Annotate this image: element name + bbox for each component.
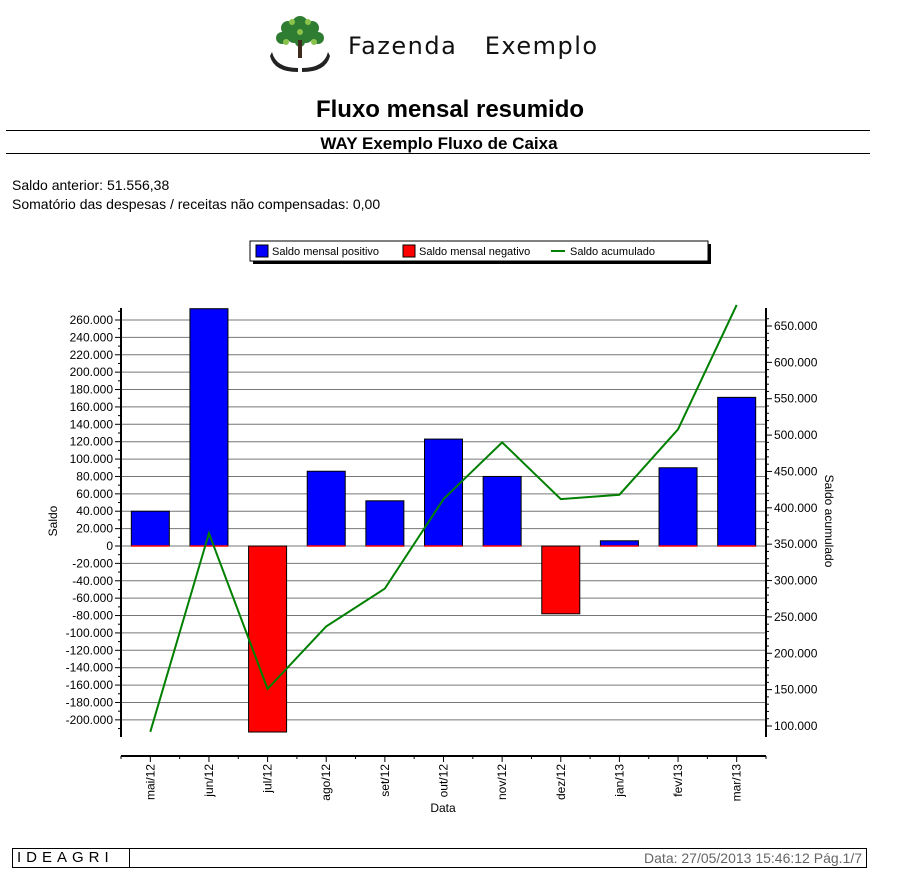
y-tick-label: 20.000: [76, 522, 113, 536]
y-tick-label: 180.000: [70, 383, 114, 397]
x-tick-label: mai/12: [143, 764, 157, 800]
legend-label-negative: Saldo mensal negativo: [419, 246, 530, 258]
brand-name: Fazenda Exemplo: [348, 32, 599, 60]
y-tick-label: 240.000: [70, 330, 114, 344]
bar-positive: [717, 396, 757, 547]
x-tick-label: mar/13: [730, 764, 744, 802]
x-tick-label: jan/13: [612, 764, 626, 798]
title-divider: [6, 130, 870, 131]
y2-tick-label: 150.000: [774, 683, 818, 697]
y2-tick-label: 600.000: [774, 355, 818, 369]
y2-tick-label: 100.000: [774, 719, 818, 733]
x-tick-label: dez/12: [554, 764, 568, 800]
y-tick-label: 160.000: [70, 400, 114, 414]
bar-positive: [658, 467, 698, 547]
previous-balance: Saldo anterior: 51.556,38: [12, 177, 170, 193]
y-tick-label: -20.000: [72, 556, 113, 570]
y-tick-label: 60.000: [76, 487, 113, 501]
footer-date-page: Data: 27/05/2013 15:46:12 Pág.1/7: [644, 850, 862, 866]
bar-negative: [248, 545, 288, 733]
y-tick-label: -80.000: [72, 609, 113, 623]
y-tick-label: 140.000: [70, 417, 114, 431]
y-tick-label: 40.000: [76, 504, 113, 518]
y-tick-label: 100.000: [70, 452, 114, 466]
y-tick-label: -200.000: [66, 713, 114, 727]
legend-box: [249, 240, 709, 262]
y-tick-label: -40.000: [72, 574, 113, 588]
bar-positive: [306, 470, 346, 547]
y2-tick-label: 350.000: [774, 537, 818, 551]
footer-brand: IDEAGRI: [13, 849, 130, 867]
x-tick-label: set/12: [378, 764, 392, 797]
bar-positive: [130, 510, 170, 547]
bar-positive: [482, 475, 522, 547]
bar-negative: [541, 545, 581, 615]
x-tick-label: jun/12: [202, 764, 216, 798]
series-line-saldo-acumulado: [149, 304, 738, 733]
legend-label-positive: Saldo mensal positivo: [272, 246, 379, 258]
tree-hands-logo-icon: [270, 16, 330, 72]
y-tick-label: 200.000: [70, 365, 114, 379]
y2-tick-label: 500.000: [774, 428, 818, 442]
y2-tick-label: 200.000: [774, 646, 818, 660]
y-tick-label: -140.000: [66, 661, 114, 675]
x-tick-label: out/12: [437, 764, 451, 798]
uncompensated-sum: Somatório das despesas / receitas não co…: [12, 196, 381, 212]
y2-axis-title: Saldo acumulado: [822, 475, 836, 568]
bar-positive: [365, 500, 405, 547]
y-tick-label: -100.000: [66, 626, 114, 640]
x-tick-label: jul/12: [261, 764, 275, 794]
y-tick-label: -180.000: [66, 695, 114, 709]
y-tick-label: 220.000: [70, 348, 114, 362]
y-tick-label: 0: [106, 539, 113, 553]
y2-tick-label: 450.000: [774, 464, 818, 478]
legend-swatch-positive: [255, 244, 269, 258]
y2-tick-label: 650.000: [774, 319, 818, 333]
subtitle-divider: [6, 153, 870, 154]
x-axis-title: Data: [430, 801, 456, 815]
y-tick-label: 120.000: [70, 435, 114, 449]
y-axis-title: Saldo: [46, 505, 60, 536]
y2-tick-label: 300.000: [774, 574, 818, 588]
y2-tick-label: 400.000: [774, 501, 818, 515]
y-tick-label: -60.000: [72, 591, 113, 605]
bar-positive: [189, 308, 229, 547]
report-subtitle: WAY Exemplo Fluxo de Caixa: [320, 134, 558, 153]
y2-tick-label: 250.000: [774, 610, 818, 624]
x-tick-label: nov/12: [495, 764, 509, 800]
footer: IDEAGRI Data: 27/05/2013 15:46:12 Pág.1/…: [12, 848, 867, 868]
x-tick-label: ago/12: [319, 764, 333, 801]
bar-positive: [599, 540, 639, 547]
y-tick-label: 260.000: [70, 313, 114, 327]
cash-flow-chart: 260.000 240.000 220.000 200.000 180.000 160.0…: [46, 240, 836, 815]
legend-swatch-negative: [402, 244, 416, 258]
y-tick-label: -120.000: [66, 643, 114, 657]
bar-positive: [424, 438, 463, 547]
y-tick-label: 80.000: [76, 469, 113, 483]
y-tick-label: -160.000: [66, 678, 114, 692]
legend-label-accumulated: Saldo acumulado: [570, 246, 655, 258]
y2-tick-label: 550.000: [774, 392, 818, 406]
x-tick-label: fev/13: [671, 764, 685, 797]
report-title: Fluxo mensal resumido: [315, 96, 585, 123]
